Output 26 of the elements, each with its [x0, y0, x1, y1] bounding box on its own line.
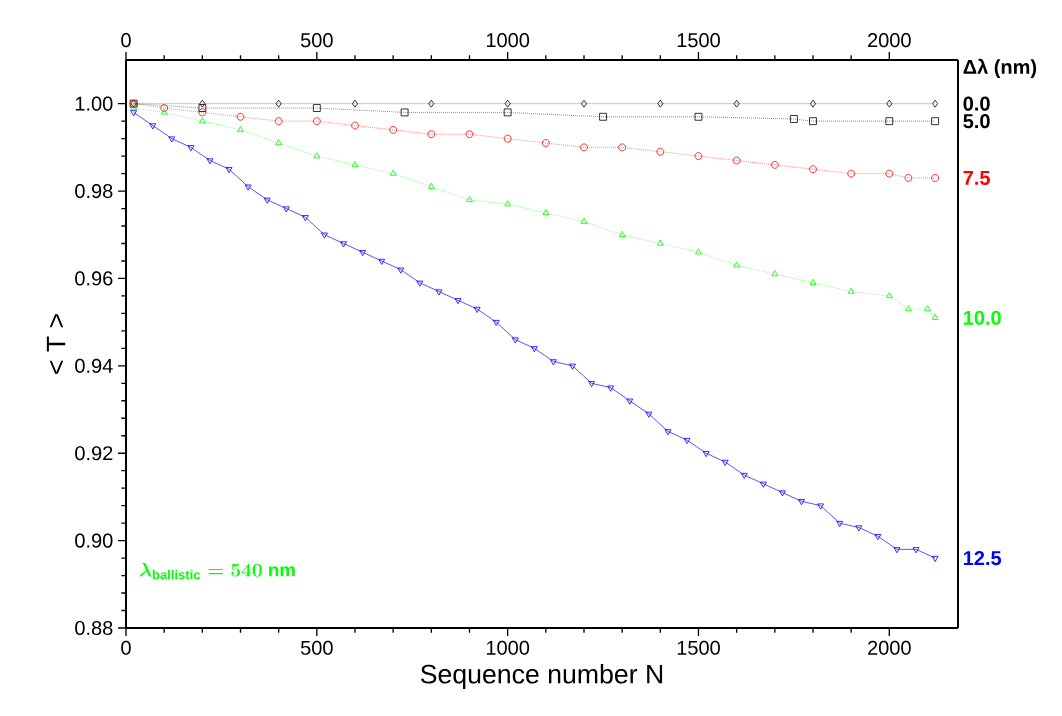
series-label: 0.0 [963, 96, 990, 111]
x-axis-title: Sequence number N [420, 664, 663, 689]
legend-title: Δλ (nm) [963, 58, 1037, 78]
x-tick-label: 1000 [486, 640, 530, 655]
x-tick-label: 1500 [677, 640, 720, 655]
x2-tick-label: 1000 [486, 33, 530, 48]
x2-tick-label: 2000 [868, 33, 911, 48]
x-tick-label: 0 [121, 640, 131, 655]
y-tick-label: 0.92 [75, 446, 113, 461]
series-label: 12.5 [963, 550, 1002, 566]
y-tick-label: 1.00 [75, 96, 113, 111]
series-label: 10.0 [963, 310, 1001, 325]
y-tick-label: 0.94 [75, 358, 113, 373]
series-label: 7.5 [963, 170, 990, 185]
x2-tick-label: 500 [300, 33, 333, 48]
series-label: 5.0 [963, 114, 990, 129]
x-tick-label: 500 [300, 640, 333, 655]
y-tick-label: 0.96 [75, 271, 113, 286]
annotation: $\lambda_{\mathrm{ballistic}} = 540\ \mathrm{nm}$ [139, 563, 295, 580]
x2-tick-label: 1500 [677, 33, 720, 48]
y-tick-label: 0.98 [75, 183, 113, 199]
x-tick-label: 2000 [868, 640, 911, 655]
y-axis-title: < T > [46, 314, 66, 374]
x2-tick-label: 0 [121, 33, 131, 48]
y-tick-label: 0.90 [75, 533, 113, 548]
y-tick-label: 0.88 [75, 620, 113, 636]
